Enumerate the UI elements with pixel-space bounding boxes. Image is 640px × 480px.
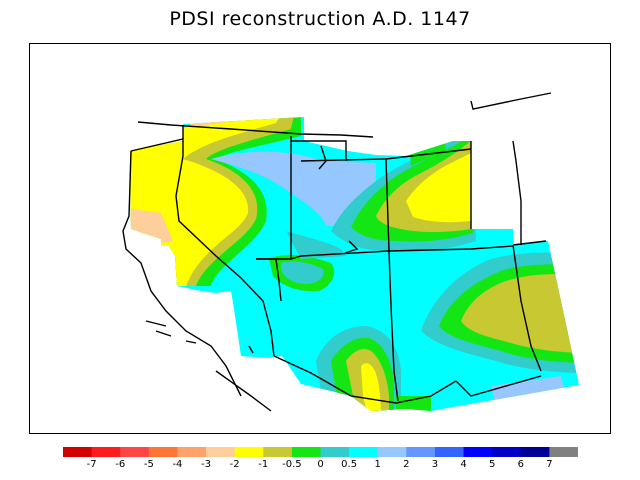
- legend-swatch: [377, 447, 407, 457]
- tx-south: [455, 375, 542, 397]
- boundaries: [122, 92, 552, 412]
- map-frame: [29, 43, 611, 434]
- legend-swatch: [434, 447, 465, 457]
- field-s-yellow: [361, 363, 381, 411]
- color-legend: [63, 447, 578, 457]
- canada-border-east: [470, 92, 552, 110]
- field-ne-teal-top: [411, 117, 437, 153]
- legend-swatch: [177, 447, 207, 457]
- legend-tick-label: -5: [143, 459, 154, 470]
- legend-swatch: [549, 447, 578, 457]
- field-s-green-bottom: [396, 396, 431, 411]
- ok-border: [512, 240, 547, 246]
- legend-swatch: [291, 447, 321, 457]
- legend-tick-label: 0: [317, 459, 324, 470]
- legend-swatch: [349, 447, 379, 457]
- map-title: PDSI reconstruction A.D. 1147: [169, 8, 471, 30]
- legend-swatch: [492, 447, 522, 457]
- legend-tick-label: -4: [172, 459, 183, 470]
- baja-coast: [215, 370, 272, 412]
- tx-border: [512, 244, 542, 372]
- legend-tick-label: 2: [403, 459, 410, 470]
- nv-ut-az-border: [256, 258, 282, 302]
- legend-tick-label: 4: [460, 459, 467, 470]
- legend-tick-label: 7: [546, 459, 553, 470]
- legend-swatch: [63, 447, 93, 457]
- legend-swatch: [263, 447, 293, 457]
- field-lightblue: [211, 151, 376, 226]
- field-center-teal2: [286, 231, 346, 259]
- legend-swatch: [320, 447, 350, 457]
- legend-tick-label: 3: [431, 459, 439, 470]
- pacific-coast: [122, 150, 242, 397]
- legend-swatch: [206, 447, 236, 457]
- legend-tick-label: 0.5: [341, 459, 358, 470]
- legend-swatches: [63, 447, 578, 457]
- legend-tick-label: -7: [86, 459, 97, 470]
- legend-tick-label: -1: [258, 459, 269, 470]
- legend-tick-label: -3: [201, 459, 212, 470]
- pdsi-map: [122, 92, 579, 412]
- legend-swatch: [91, 447, 121, 457]
- legend-swatch: [120, 447, 150, 457]
- legend-swatch: [234, 447, 264, 457]
- legend-tick-label: -0.5: [282, 459, 302, 470]
- lake-mead: [248, 345, 254, 354]
- ca-nv-az-border: [130, 138, 275, 357]
- ne-border: [512, 140, 522, 245]
- legend-tick-label: 1: [374, 459, 381, 470]
- co-south-border: [290, 245, 514, 260]
- legend-tick-label: 5: [488, 459, 496, 470]
- legend-swatch: [148, 447, 178, 457]
- legend-tick-label: -6: [115, 459, 126, 470]
- legend-swatch: [406, 447, 436, 457]
- legend-tick-label: -2: [229, 459, 240, 470]
- great-salt-lake: [318, 145, 327, 170]
- lake-powell: [344, 240, 359, 254]
- mexico-border: [273, 355, 457, 404]
- id-mt-border: [291, 140, 347, 161]
- field-center-teal: [281, 261, 324, 284]
- islands: [145, 320, 197, 344]
- field-ne-yellow: [406, 153, 471, 223]
- legend-swatch: [520, 447, 550, 457]
- ut-co-az-nm-border: [385, 158, 399, 402]
- legend-tick-label: 6: [517, 459, 524, 470]
- pdsi-field: [130, 117, 579, 411]
- legend-swatch: [463, 447, 493, 457]
- canada-border-west: [137, 121, 374, 138]
